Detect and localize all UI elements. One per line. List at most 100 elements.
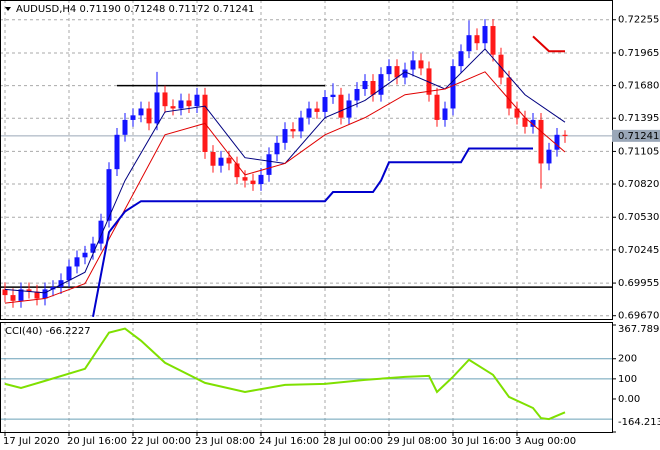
y-tick-label: 0.70245 bbox=[618, 245, 659, 256]
candle-body bbox=[34, 291, 40, 299]
candle-body bbox=[218, 157, 224, 166]
candle-body bbox=[106, 169, 112, 221]
candle-body bbox=[498, 54, 504, 78]
candle-body bbox=[554, 134, 560, 150]
x-tick-label: 28 Jul 00:00 bbox=[323, 436, 383, 447]
candle-body bbox=[82, 252, 88, 258]
candle-body bbox=[362, 81, 368, 90]
y-tick-label: 200 bbox=[618, 354, 637, 365]
candle-body bbox=[418, 60, 424, 69]
candle-body bbox=[282, 129, 288, 143]
candle-body bbox=[274, 142, 280, 155]
candle-body bbox=[114, 134, 120, 170]
candle-body bbox=[234, 163, 240, 178]
y-tick-label: 0.72255 bbox=[618, 15, 659, 26]
candle-body bbox=[338, 94, 344, 118]
indicator-line bbox=[92, 147, 533, 318]
candle-body bbox=[482, 26, 488, 44]
candle-body bbox=[90, 243, 96, 253]
y-tick-label: 0.71680 bbox=[618, 81, 659, 92]
candle-body bbox=[306, 108, 312, 118]
y-tick-label: 0.71105 bbox=[618, 146, 659, 157]
candle-body bbox=[514, 108, 520, 118]
candle-body bbox=[154, 92, 160, 124]
candle-body bbox=[434, 94, 440, 120]
candle-body bbox=[442, 108, 448, 120]
candle-body bbox=[170, 106, 176, 109]
candle-body bbox=[466, 35, 472, 52]
chart-title: AUDUSD,H4 0.71190 0.71248 0.71172 0.7124… bbox=[16, 4, 254, 15]
candle-body bbox=[458, 51, 464, 67]
candle-body bbox=[18, 289, 24, 301]
y-tick-label: 367.7891 bbox=[618, 324, 660, 335]
candle-body bbox=[506, 77, 512, 109]
y-tick-label: -164.2134 bbox=[618, 417, 660, 428]
y-tick-label: 0.00 bbox=[618, 394, 640, 405]
candle-body bbox=[298, 117, 304, 132]
candle-body bbox=[266, 154, 272, 175]
candle-body bbox=[378, 74, 384, 95]
plot-layer bbox=[0, 0, 612, 432]
candle-body bbox=[474, 35, 480, 44]
candle-body bbox=[98, 220, 104, 244]
candle-body bbox=[250, 180, 256, 185]
candle-body bbox=[226, 157, 232, 164]
candle-body bbox=[346, 100, 352, 118]
candle-body bbox=[26, 289, 32, 292]
candle-body bbox=[562, 134, 568, 136]
x-tick-label: 30 Jul 16:00 bbox=[451, 436, 511, 447]
indicator-frame bbox=[0, 322, 613, 433]
cci-line bbox=[4, 327, 566, 421]
candle-body bbox=[450, 66, 456, 109]
candle-body bbox=[42, 289, 48, 299]
candle-body bbox=[74, 257, 80, 267]
candle-body bbox=[530, 119, 536, 127]
candle-body bbox=[242, 177, 248, 181]
main-frame bbox=[0, 0, 613, 320]
y-tick-label: 0.69955 bbox=[618, 278, 659, 289]
candle-body bbox=[162, 92, 168, 107]
y-tick-label: 100 bbox=[618, 374, 637, 385]
candle-body bbox=[210, 151, 216, 166]
candle-body bbox=[410, 60, 416, 70]
candle-body bbox=[522, 117, 528, 127]
candle-body bbox=[322, 97, 328, 112]
candle-body bbox=[194, 94, 200, 107]
candle-body bbox=[426, 68, 432, 95]
candle-body bbox=[146, 108, 152, 124]
x-tick-label: 23 Jul 08:00 bbox=[195, 436, 255, 447]
y-tick-label: 0.70530 bbox=[618, 212, 659, 223]
candle-body bbox=[386, 66, 392, 75]
candle-body bbox=[178, 100, 184, 109]
y-tick-label: 0.69670 bbox=[618, 311, 659, 322]
candle-body bbox=[402, 69, 408, 78]
menu-triangle bbox=[5, 7, 11, 11]
candle-body bbox=[58, 280, 64, 288]
y-tick-label: 0.70820 bbox=[618, 179, 659, 190]
candle-body bbox=[546, 149, 552, 164]
x-tick-label: 3 Aug 00:00 bbox=[515, 436, 576, 447]
candle-body bbox=[394, 66, 400, 78]
candle-body bbox=[2, 289, 8, 296]
candle-body bbox=[66, 266, 72, 281]
candle-body bbox=[290, 129, 296, 132]
candle-body bbox=[258, 174, 264, 185]
candle-body bbox=[10, 295, 16, 301]
price-tag bbox=[612, 129, 660, 142]
x-tick-label: 29 Jul 08:00 bbox=[387, 436, 447, 447]
indicator-line bbox=[4, 71, 566, 304]
candle-body bbox=[538, 119, 544, 164]
x-tick-label: 17 Jul 2020 bbox=[3, 436, 60, 447]
indicator-line bbox=[532, 35, 565, 53]
candle-body bbox=[122, 119, 128, 135]
candle-body bbox=[186, 100, 192, 107]
y-tick-label: 0.71395 bbox=[618, 113, 659, 124]
price-tag-label: 0.71241 bbox=[618, 131, 659, 142]
candle-body bbox=[354, 89, 360, 101]
candle-body bbox=[314, 108, 320, 112]
indicator-title: CCI(40) -66.2227 bbox=[5, 326, 91, 337]
x-tick-label: 20 Jul 16:00 bbox=[67, 436, 127, 447]
x-tick-label: 22 Jul 00:00 bbox=[131, 436, 191, 447]
